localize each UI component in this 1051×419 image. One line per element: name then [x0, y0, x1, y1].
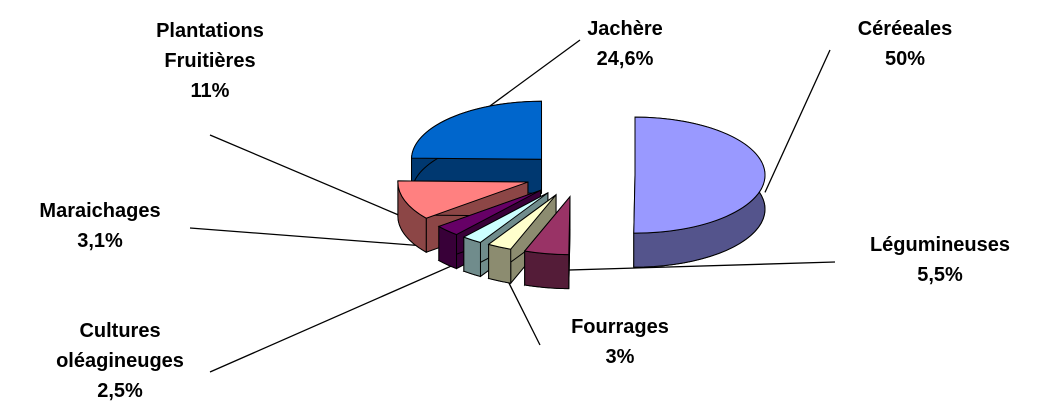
category-name: Plantations Fruitières — [156, 20, 264, 72]
slice-label: Jachère 24,6% — [525, 14, 725, 74]
category-name: Maraichages — [39, 200, 161, 222]
slice-label: Maraichages 3,1% — [0, 196, 200, 256]
slice-top — [523, 195, 571, 256]
value-label: 5,5% — [917, 264, 963, 286]
slice-side — [488, 243, 512, 284]
leader-line — [764, 49, 831, 193]
slice-label: Cultures oléagineuges 2,5% — [45, 316, 195, 406]
slice-top — [397, 180, 529, 219]
value-label: 50% — [884, 48, 926, 70]
slice-side — [524, 250, 570, 290]
leader-line — [209, 256, 473, 373]
category-name: Céréeales — [857, 18, 953, 40]
slice-label: Légumineuses 5,5% — [830, 230, 1050, 290]
leader-line — [189, 227, 448, 249]
slice-top — [437, 189, 541, 236]
slice-side — [463, 236, 481, 278]
category-name: Jachère — [587, 18, 663, 40]
slice-label: Céréeales 50% — [795, 14, 1015, 74]
value-label: 2,5% — [97, 380, 143, 402]
slice-top — [487, 194, 557, 250]
slice-top — [462, 192, 549, 243]
slice — [411, 100, 543, 194]
category-name: Cultures oléagineuges — [56, 320, 184, 372]
slice-label: Fourrages 3% — [510, 312, 730, 372]
slice — [523, 195, 571, 290]
slice-top — [411, 100, 543, 160]
value-label: 11% — [190, 80, 230, 102]
value-label: 3% — [605, 346, 635, 368]
value-label: 24,6% — [596, 48, 654, 70]
leader-line — [546, 261, 836, 272]
slice-top — [633, 116, 766, 234]
category-name: Légumineuses — [869, 234, 1011, 256]
category-name: Fourrages — [571, 316, 669, 338]
slice-label: Plantations Fruitières 11% — [135, 16, 285, 106]
slice — [633, 116, 766, 268]
value-label: 3,1% — [77, 230, 123, 252]
leader-line — [209, 134, 406, 219]
